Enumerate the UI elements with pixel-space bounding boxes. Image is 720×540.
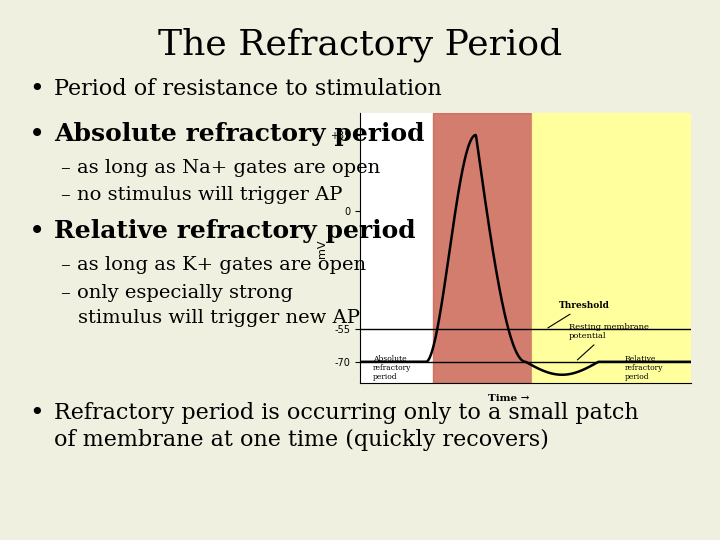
Text: Time →: Time →: [488, 394, 530, 403]
Text: of membrane at one time (quickly recovers): of membrane at one time (quickly recover…: [54, 429, 549, 451]
Text: Relative
refractory
period: Relative refractory period: [625, 355, 663, 381]
Text: Absolute
refractory
period: Absolute refractory period: [373, 355, 412, 381]
Text: Relative refractory period: Relative refractory period: [54, 219, 415, 242]
Text: stimulus will trigger new AP: stimulus will trigger new AP: [78, 309, 360, 327]
Text: – as long as Na+ gates are open: – as long as Na+ gates are open: [61, 159, 380, 177]
Text: •: •: [29, 78, 43, 102]
Text: – as long as K+ gates are open: – as long as K+ gates are open: [61, 256, 366, 274]
Text: •: •: [29, 219, 45, 246]
Text: – no stimulus will trigger AP: – no stimulus will trigger AP: [61, 186, 343, 204]
Text: Refractory period is occurring only to a small patch: Refractory period is occurring only to a…: [54, 402, 639, 424]
Bar: [532, 113, 691, 383]
Text: Threshold: Threshold: [548, 301, 610, 328]
Text: The Refractory Period: The Refractory Period: [158, 27, 562, 62]
Text: •: •: [29, 402, 43, 426]
Text: Absolute refractory period: Absolute refractory period: [54, 122, 425, 145]
Text: – only especially strong: – only especially strong: [61, 284, 293, 301]
Text: •: •: [29, 122, 45, 148]
Y-axis label: mV: mV: [317, 239, 327, 258]
Bar: [433, 113, 532, 383]
Text: Period of resistance to stimulation: Period of resistance to stimulation: [54, 78, 442, 100]
Text: Resting membrane
potential: Resting membrane potential: [569, 323, 649, 360]
